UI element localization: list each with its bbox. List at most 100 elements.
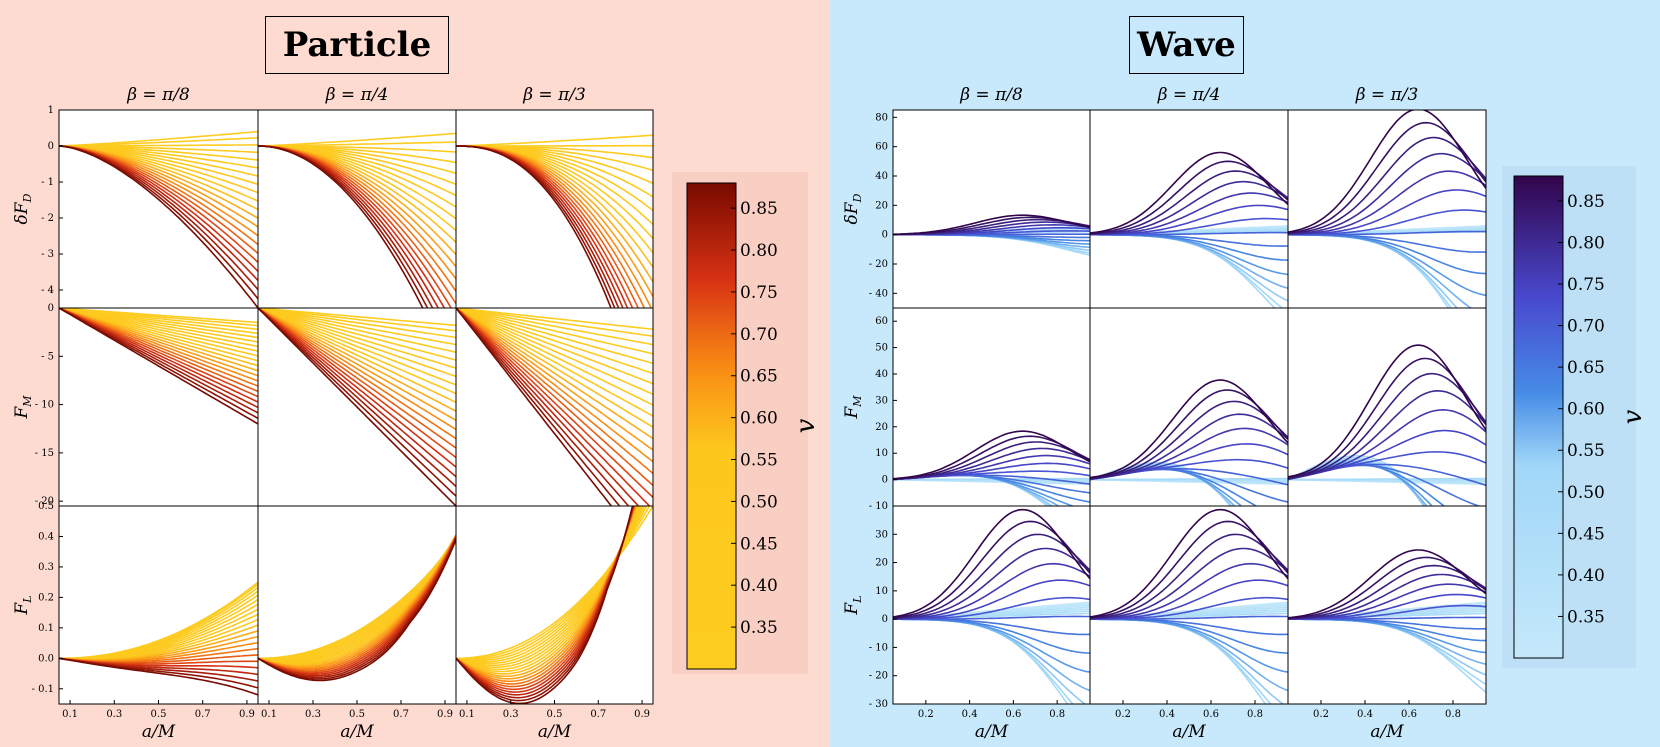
x-tick-label: 0.8 [1247, 709, 1263, 720]
colorbar-tick-label: 0.85 [740, 199, 778, 219]
series-line [893, 477, 1090, 481]
row-label: FM [12, 395, 34, 420]
x-tick-label: 0.9 [437, 709, 453, 720]
series-line [258, 308, 456, 395]
series-line [258, 308, 456, 497]
x-axis-label: a/M [1172, 722, 1206, 742]
series-line [258, 308, 456, 459]
column-header: β = π/4 [325, 85, 389, 105]
subplot-wave-r1-c1 [1089, 307, 1289, 507]
row-label: δFD [842, 193, 864, 224]
series-line [258, 308, 456, 369]
x-axis-label: a/M [1370, 722, 1404, 742]
row-label: δFD [12, 193, 34, 224]
series-line [456, 308, 630, 506]
series-line [456, 308, 653, 417]
series-group [59, 308, 258, 425]
series-line [258, 308, 456, 339]
series-line [258, 308, 456, 404]
subplot-particle-r1-c0 [58, 307, 259, 507]
x-tick-label: 0.7 [393, 709, 409, 720]
x-tick-label: 0.1 [62, 709, 78, 720]
series-line [59, 657, 258, 696]
series-group [893, 508, 1090, 704]
colorbar-tick-label: 0.85 [1567, 192, 1605, 212]
series-line [258, 539, 456, 682]
colorbar-tick-label: 0.45 [1567, 524, 1605, 544]
y-tick-label: - 15 [35, 448, 54, 459]
series-group [1288, 549, 1486, 693]
y-tick-label: 0.4 [38, 531, 54, 542]
series-line [893, 214, 1090, 236]
series-group [893, 214, 1090, 256]
series-group [59, 130, 258, 308]
series-line [1090, 533, 1288, 619]
series-line [1288, 573, 1486, 620]
series-line [258, 308, 456, 346]
series-line [258, 308, 456, 332]
series-line [1288, 189, 1486, 236]
x-tick-label: 0.3 [106, 709, 122, 720]
x-tick-label: 0.5 [151, 709, 167, 720]
x-tick-label: 0.6 [1203, 709, 1219, 720]
series-line [1288, 136, 1486, 235]
series-line [1288, 152, 1486, 235]
series-line [1288, 549, 1486, 619]
subplot-wave-r2-c0 [892, 505, 1091, 705]
subplot-particle-r0-c2 [455, 109, 654, 309]
x-tick-label: 0.4 [1159, 709, 1175, 720]
y-tick-label: - 20 [869, 259, 888, 270]
series-line [258, 535, 456, 673]
x-tick-label: 0.8 [1445, 709, 1461, 720]
row-label: FL [12, 595, 34, 615]
y-tick-label: - 0.1 [32, 684, 54, 695]
series-line [893, 508, 1090, 618]
series-line [258, 308, 456, 440]
series-line [456, 145, 612, 308]
series-group [1288, 110, 1486, 308]
series-line [258, 536, 456, 674]
series-line [59, 308, 258, 398]
y-tick-label: 0.0 [38, 653, 54, 664]
colorbar-label: v [791, 418, 821, 433]
series-line [1288, 389, 1486, 480]
series-group [1090, 379, 1288, 506]
series-line [456, 308, 653, 375]
series-line [893, 441, 1090, 480]
y-tick-label: - 3 [41, 249, 54, 260]
series-line [258, 534, 456, 668]
x-tick-label: 0.5 [547, 709, 563, 720]
wave-title: Wave [1129, 16, 1244, 74]
colorbar-tick-label: 0.40 [740, 576, 778, 596]
colorbar-label: v [1618, 409, 1648, 424]
series-line [456, 308, 653, 395]
colorbar-tick-label: 0.75 [740, 283, 778, 303]
y-tick-label: 20 [875, 200, 888, 211]
x-tick-label: 0.2 [1313, 709, 1329, 720]
series-line [456, 308, 653, 451]
series-line [1090, 562, 1288, 620]
x-tick-label: 0.9 [239, 709, 255, 720]
subplot-wave-r2-c1 [1089, 505, 1289, 705]
series-line [893, 562, 1090, 620]
x-tick-label: 0.4 [962, 709, 978, 720]
series-line [258, 308, 456, 449]
column-header: β = π/3 [1355, 85, 1419, 105]
colorbar-tick-label: 0.55 [740, 451, 778, 471]
series-group [1090, 151, 1288, 308]
plot-area-wave [893, 110, 1486, 704]
y-tick-label: 10 [875, 586, 888, 597]
row-label: FL [842, 595, 864, 615]
colorbar-tick-label: 0.80 [1567, 233, 1605, 253]
series-line [456, 308, 653, 486]
series-line [893, 547, 1090, 620]
series-group [258, 534, 456, 682]
series-line [59, 145, 258, 308]
series-line [258, 132, 456, 147]
x-axis-label: a/M [975, 722, 1009, 742]
x-axis-label: a/M [142, 722, 176, 742]
x-tick-label: 0.5 [349, 709, 365, 720]
series-line [456, 134, 653, 147]
series-line [456, 506, 634, 704]
series-group [456, 134, 653, 308]
